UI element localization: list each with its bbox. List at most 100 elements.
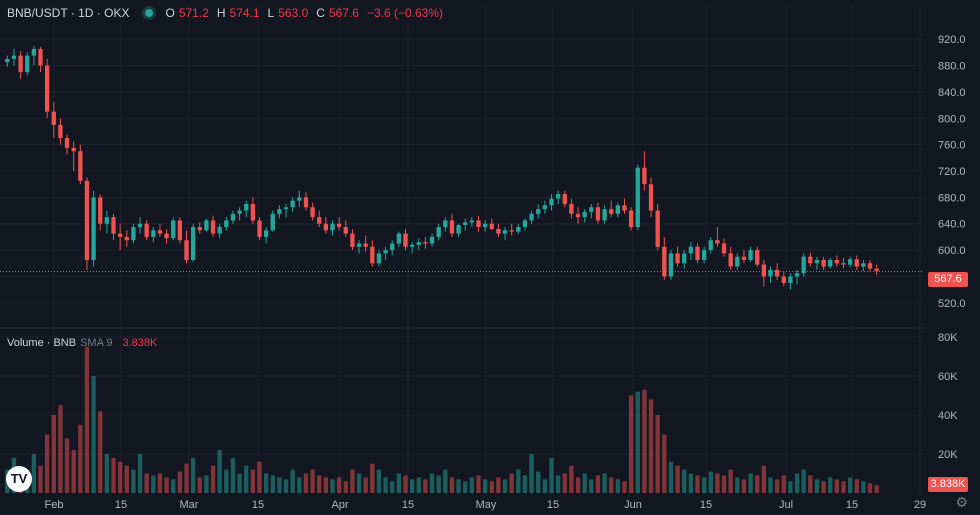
open-value: 571.2 [178,6,209,20]
volume-bar [310,469,315,493]
candle-body [841,263,846,265]
candle-body [695,246,700,260]
candle-body [390,243,395,251]
volume-bar [290,469,295,493]
candle-body [735,256,740,267]
candle-body [867,263,873,269]
candle-body [682,253,687,264]
time-tick-label: 15 [115,499,127,511]
volume-bar [549,457,554,493]
candle-body [443,220,448,228]
candle-body [283,207,289,210]
volume-bar [151,475,156,493]
candle-body [277,209,282,214]
volume-bar [768,477,773,493]
symbol-title[interactable]: BNB/USDT · 1D · OKX [7,6,130,20]
volume-bar [516,469,521,493]
volume-bar [429,473,435,493]
tradingview-logo-icon[interactable]: TV [6,466,32,492]
volume-bar [51,415,56,493]
candle-body [44,65,50,112]
candle-body [423,242,428,244]
candle-body [496,229,501,234]
price-tick-label: 680.0 [938,192,966,204]
volume-bar [701,477,707,493]
close-value: 567.6 [328,6,359,20]
candle-body [562,194,567,204]
volume-bar [655,415,660,493]
volume-bar [210,465,216,493]
candle-body [788,276,793,284]
candle-body [396,233,402,244]
candle-body [104,217,110,224]
candle-body [628,210,634,228]
volume-bar [847,477,853,493]
volume-bar [821,481,826,493]
candle-body [569,203,574,214]
volume-bar [595,475,601,493]
candle-body [549,198,554,206]
candle-body [323,223,329,231]
candle-body [436,227,441,237]
candle-body [98,197,103,224]
volume-bar [317,475,322,493]
volume-bar [622,481,627,493]
volume-bar [808,475,813,493]
volume-bar [482,479,488,493]
candle-body [555,194,561,199]
volume-bar [735,477,740,493]
candle-body [356,243,362,247]
time-tick-label: Jun [624,499,642,511]
volume-bar [44,434,50,493]
candle-body [522,220,528,228]
volume-bar [58,405,63,493]
candle-body [137,223,143,228]
candle-body [51,111,56,125]
candle-body [376,253,382,264]
candle-body [38,49,43,66]
volume-bar [356,473,362,493]
volume-bar [628,395,634,493]
candle-body [78,151,83,181]
candle-body [250,203,256,221]
candle-body [363,243,368,247]
volume-bar [91,376,96,493]
candle-body [728,253,733,267]
volume-legend[interactable]: Volume · BNB SMA 9 3.838K [7,337,157,349]
candle-body [18,55,23,73]
volume-bar [343,481,348,493]
candle-body [874,268,879,272]
volume-bar [741,479,747,493]
volume-bar [157,473,163,493]
candle-body [748,250,753,260]
candle-body [861,263,866,267]
candle-body [177,220,183,241]
volume-bar [104,454,110,493]
volume-bar [569,465,574,493]
time-tick-label: 15 [700,499,712,511]
volume-bar [297,477,302,493]
low-label: L [267,6,275,20]
candle-body [71,147,76,152]
price-tick-label: 520.0 [938,298,966,310]
candle-body [336,223,342,228]
volume-bar [609,477,614,493]
volume-bar [642,389,647,493]
candle-body [164,233,169,239]
volume-bar [589,479,594,493]
volume-bar [98,411,103,493]
settings-gear-icon[interactable]: ⚙ [955,494,968,510]
volume-sma-value: 3.838K [122,337,158,349]
candle-body [429,236,435,244]
volume-bar [423,479,428,493]
market-status-icon [145,9,154,17]
volume-bar [602,473,607,493]
volume-bar [403,475,408,493]
candle-body [151,230,156,237]
volume-label: Volume · BNB [7,337,77,349]
candle-body [609,209,614,214]
chart-legend: BNB/USDT · 1D · OKX O 571.2 H 574.1 L 563.0… [7,6,447,20]
time-tick-label: Jul [779,499,793,511]
volume-bar [794,473,800,493]
